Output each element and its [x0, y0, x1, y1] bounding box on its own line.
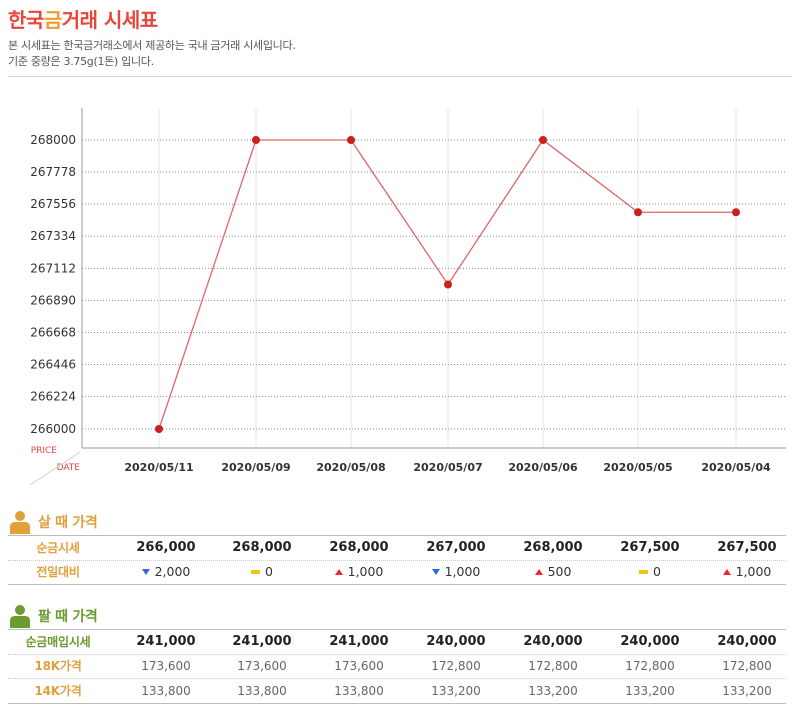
price-18k-row: 18K가격 173,600 173,600 173,600 172,800 172,800… [8, 654, 786, 679]
change-cell: 1,000 [699, 560, 795, 584]
18k-price-cell: 172,800 [431, 659, 481, 673]
up-triangle-icon [722, 568, 731, 575]
buy-price-cell: 267,500 [717, 540, 777, 555]
y-tick-label: 267556 [30, 197, 76, 211]
row-label: 14K가격 [34, 684, 82, 698]
x-tick-label: 2020/05/11 [124, 461, 193, 474]
18k-price-cell: 173,600 [334, 659, 384, 673]
buy-price-cell: 268,000 [232, 540, 292, 555]
change-cell: 1,000 [408, 560, 504, 584]
buy-price-cell: 267,000 [426, 540, 486, 555]
14k-price-cell: 133,800 [237, 684, 287, 698]
sell-price-row: 순금매입시세 241,000 241,000 241,000 240,000 240,00… [8, 629, 786, 655]
x-axis-title: DATE [57, 463, 81, 473]
14k-price-cell: 133,800 [334, 684, 384, 698]
sell-section-header: 팔 때 가격 [8, 602, 98, 630]
18k-price-cell: 173,600 [237, 659, 287, 673]
14k-price-cell: 133,200 [528, 684, 578, 698]
header-divider [8, 76, 792, 77]
flat-dash-icon [251, 569, 261, 574]
sell-price-cell: 241,000 [136, 634, 196, 649]
buy-price-cell: 268,000 [523, 540, 583, 555]
data-point [732, 208, 740, 217]
data-point [539, 136, 547, 144]
14k-price-cell: 133,200 [431, 684, 481, 698]
title-part-3: 거래 시세표 [61, 8, 158, 32]
page-title: 한국금거래 시세표 [8, 4, 158, 33]
data-point [444, 280, 452, 289]
change-cell: 2,000 [118, 560, 214, 584]
y-tick-label: 267778 [30, 165, 76, 179]
sell-price-cell: 240,000 [620, 634, 680, 649]
buy-section-header: 살 때 가격 [8, 508, 98, 536]
down-triangle-icon [431, 568, 440, 575]
change-cell: 0 [214, 560, 310, 584]
y-tick-label: 266890 [30, 293, 76, 307]
x-tick-label: 2020/05/09 [221, 461, 290, 474]
y-tick-label: 267112 [30, 261, 76, 275]
18k-price-cell: 172,800 [722, 659, 772, 673]
sell-price-cell: 240,000 [426, 634, 486, 649]
title-part-2: 금 [43, 8, 62, 32]
price-14k-row: 14K가격 133,800 133,800 133,800 133,200 133,200… [8, 679, 786, 704]
sell-price-cell: 240,000 [523, 634, 583, 649]
axis-corner-diagonal [29, 451, 81, 486]
buy-price-cell: 266,000 [136, 540, 196, 555]
title-part-1: 한국 [8, 8, 44, 32]
description-line-2: 기준 중량은 3.75g(1돈) 입니다. [8, 55, 154, 68]
buy-price-row: 순금시세 266,000 268,000 268,000 267,000 268,000 2… [8, 535, 786, 561]
y-tick-label: 266224 [30, 390, 76, 404]
data-point [347, 136, 355, 144]
sell-price-cell: 241,000 [329, 634, 389, 649]
flat-dash-icon [639, 569, 649, 574]
x-tick-label: 2020/05/06 [508, 461, 578, 474]
sell-price-cell: 241,000 [232, 634, 292, 649]
up-triangle-icon [534, 568, 543, 575]
change-cell: 500 [505, 560, 601, 584]
y-tick-label: 266000 [30, 422, 76, 436]
y-tick-label: 268000 [30, 133, 76, 147]
sell-price-cell: 240,000 [717, 634, 777, 649]
change-cell: 1,000 [311, 560, 407, 584]
x-tick-label: 2020/05/05 [603, 461, 672, 474]
change-row: 전일대비 2,000 0 1,000 1,000 500 0 1,000 [8, 560, 786, 585]
14k-price-cell: 133,200 [625, 684, 675, 698]
14k-price-cell: 133,200 [722, 684, 772, 698]
18k-price-cell: 172,800 [625, 659, 675, 673]
up-triangle-icon [334, 568, 343, 575]
person-icon-orange [10, 511, 30, 534]
14k-price-cell: 133,800 [141, 684, 191, 698]
sell-section-title: 팔 때 가격 [38, 609, 98, 625]
y-tick-label: 267334 [30, 229, 76, 243]
y-tick-label: 266668 [30, 325, 76, 339]
x-tick-label: 2020/05/04 [701, 461, 771, 474]
buy-price-cell: 267,500 [620, 540, 680, 555]
x-tick-label: 2020/05/08 [316, 461, 385, 474]
price-line-chart: 268000 267778 267556 267334 267112 266890 2666… [29, 108, 786, 486]
description-line-1: 본 시세표는 한국금거래소에서 제공하는 국내 금거래 시세입니다. [8, 39, 296, 52]
row-label: 순금매입시세 [25, 635, 91, 649]
18k-price-cell: 172,800 [528, 659, 578, 673]
down-triangle-icon [141, 568, 150, 575]
data-point [252, 136, 260, 144]
data-point [155, 425, 163, 433]
y-axis-title: PRICE [31, 446, 58, 456]
person-icon-green [10, 605, 30, 628]
18k-price-cell: 173,600 [141, 659, 191, 673]
data-point [634, 208, 642, 217]
row-label: 순금시세 [36, 541, 80, 555]
y-tick-label: 266446 [30, 358, 76, 372]
buy-price-cell: 268,000 [329, 540, 389, 555]
change-cell: 0 [602, 560, 698, 584]
row-label: 전일대비 [36, 565, 80, 579]
row-label: 18K가격 [34, 659, 82, 673]
buy-section-title: 살 때 가격 [38, 515, 98, 531]
x-tick-label: 2020/05/07 [413, 461, 482, 474]
